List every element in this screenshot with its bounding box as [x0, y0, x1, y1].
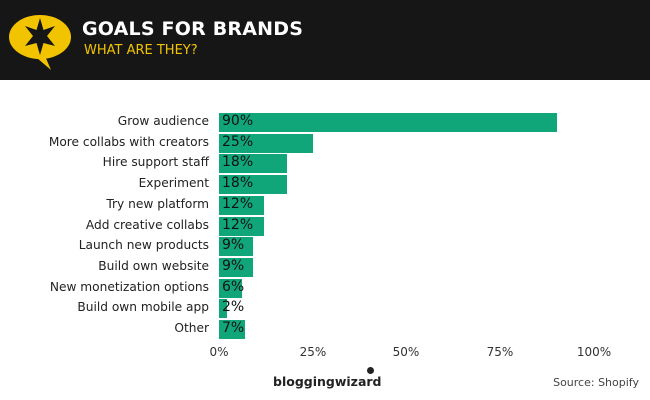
category-label: Launch new products [78, 238, 209, 253]
page-subtitle: WHAT ARE THEY? [84, 43, 198, 58]
value-label: 18% [222, 175, 254, 192]
header-banner: GOALS FOR BRANDS WHAT ARE THEY? [0, 0, 650, 80]
category-label: Grow audience [117, 114, 209, 128]
value-label: 12% [222, 216, 254, 233]
value-label: 9% [222, 257, 245, 274]
bar [219, 216, 264, 236]
category-label: Try new platform [106, 196, 209, 211]
value-label: 25% [222, 133, 254, 150]
x-tick: 100% [576, 345, 612, 359]
value-label: 2% [222, 299, 245, 316]
x-tick: 0% [209, 345, 229, 359]
bar [219, 278, 242, 298]
chart-row: Add creative collabs 12% [0, 216, 650, 236]
category-label: Build own mobile app [77, 300, 209, 315]
page-title: GOALS FOR BRANDS [82, 18, 304, 40]
category-label: More collabs with creators [48, 134, 209, 149]
chart-row: Try new platform 12% [0, 195, 650, 215]
bar [219, 195, 264, 215]
chart-row: New monetization options 6% [0, 278, 650, 298]
brand-logo: bloggingwizard [273, 374, 382, 389]
value-label: 7% [222, 320, 245, 336]
chart-row: Experiment 18% [0, 174, 650, 195]
bar [219, 133, 313, 153]
chart-row: Build own mobile app 2% [0, 298, 650, 319]
x-tick: 50% [392, 345, 420, 359]
chart-row: Build own website 9% [0, 257, 650, 277]
bar [219, 175, 287, 195]
category-label: Other [174, 321, 209, 335]
category-label: Add creative collabs [85, 217, 209, 232]
value-label: 9% [222, 237, 245, 254]
value-label: 90% [222, 113, 254, 129]
x-tick: 75% [486, 345, 514, 359]
bar [219, 113, 557, 132]
value-label: 18% [222, 154, 254, 171]
chart-row: Other 7% [0, 319, 650, 339]
value-label: 6% [222, 278, 245, 295]
bar [219, 299, 227, 319]
value-label: 12% [222, 195, 254, 212]
chart-row: More collabs with creators 25% [0, 133, 650, 153]
bar [219, 237, 253, 257]
chart-row: Hire support staff 18% [0, 153, 650, 174]
category-label: Experiment [138, 176, 209, 191]
bar [219, 257, 253, 277]
bar [219, 154, 287, 174]
category-label: New monetization options [49, 279, 209, 294]
category-label: Hire support staff [102, 155, 209, 170]
chart-row: Launch new products 9% [0, 236, 650, 257]
star-speech-bubble-icon [9, 15, 71, 70]
source-note: Source: Shopify [553, 376, 639, 389]
x-tick: 25% [299, 345, 327, 359]
bar [219, 320, 246, 339]
category-label: Build own website [98, 258, 209, 273]
chart-row: Grow audience 90% [0, 112, 650, 132]
brand-bubble-icon [367, 367, 374, 374]
